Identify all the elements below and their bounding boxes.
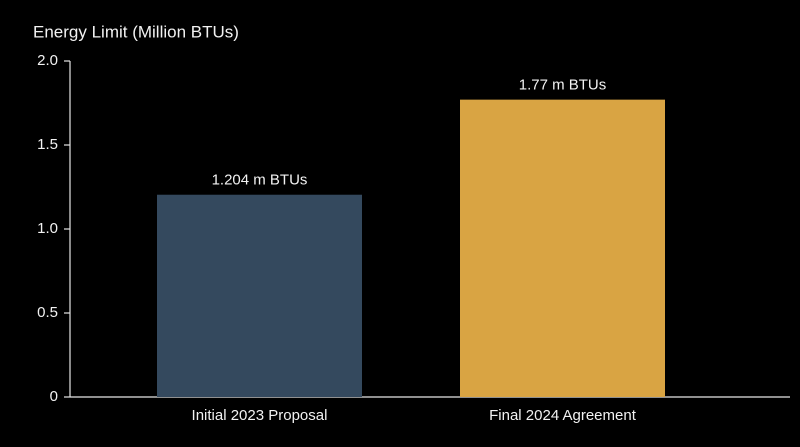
y-tick-label: 2.0	[37, 52, 58, 69]
bar	[460, 99, 665, 397]
bar	[157, 194, 362, 397]
value-label: 1.77 m BTUs	[519, 77, 607, 94]
y-axis-label: Energy Limit (Million BTUs)	[33, 22, 239, 41]
y-tick-label: 1.5	[37, 136, 58, 153]
x-tick-label: Initial 2023 Proposal	[192, 407, 328, 424]
y-tick-label: 0	[50, 388, 58, 405]
y-tick-label: 1.0	[37, 220, 58, 237]
value-label: 1.204 m BTUs	[212, 172, 308, 189]
x-tick-label: Final 2024 Agreement	[489, 407, 637, 424]
y-tick-label: 0.5	[37, 304, 58, 321]
